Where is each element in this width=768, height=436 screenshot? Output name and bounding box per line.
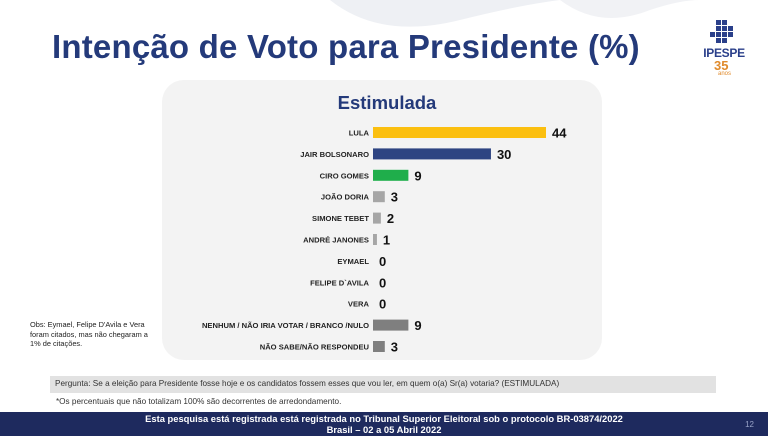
data-label: 0: [379, 254, 386, 269]
rounding-note: *Os percentuais que não totalizam 100% s…: [56, 397, 342, 406]
data-label: 30: [497, 147, 511, 162]
bar: [373, 212, 381, 224]
logo-years-label: anos: [718, 71, 732, 77]
bar: [373, 191, 385, 203]
page-title: Intenção de Voto para Presidente (%): [52, 28, 640, 65]
category-label: NÃO SABE/NÃO RESPONDEU: [260, 343, 370, 352]
bar: [373, 169, 409, 181]
footer-date: Brasil – 02 a 05 Abril 2022: [326, 424, 442, 435]
footer-bar: Esta pesquisa está registrada está regis…: [0, 412, 768, 436]
bar: [373, 148, 491, 160]
data-label: 3: [391, 190, 398, 205]
survey-question: Pergunta: Se a eleição para Presidente f…: [50, 376, 716, 393]
category-label: CIRO GOMES: [320, 171, 369, 180]
category-label: ANDRÉ JANONES: [303, 236, 369, 245]
bar: [373, 127, 546, 138]
bar: [373, 341, 385, 352]
logo-years: 35: [714, 58, 729, 73]
category-label: NENHUM / NÃO IRIA VOTAR / BRANCO /NULO: [202, 321, 369, 330]
data-label: 9: [414, 318, 421, 333]
observation-note: Obs: Eymael, Felipe D'Avila e Vera foram…: [30, 320, 148, 349]
data-label: 0: [379, 297, 386, 312]
chart-panel: [162, 80, 602, 360]
data-label: 9: [414, 168, 421, 183]
bar: [373, 234, 377, 245]
page-number: 12: [745, 420, 754, 429]
category-label: EYMAEL: [337, 257, 369, 266]
category-label: JAIR BOLSONARO: [300, 150, 369, 159]
bar: [373, 319, 409, 331]
data-label: 1: [383, 233, 390, 248]
category-label: VERA: [348, 300, 370, 309]
data-label: 3: [391, 340, 398, 355]
logo-name: IPESPE: [703, 46, 745, 60]
ipespe-logo: IPESPE 35 anos: [696, 16, 752, 78]
data-label: 44: [552, 126, 567, 141]
logo-cube-icon: [710, 20, 733, 43]
category-label: FELIPE D`AVILA: [310, 278, 369, 287]
footer-registration: Esta pesquisa está registrada está regis…: [145, 413, 623, 424]
category-label: SIMONE TEBET: [312, 214, 369, 223]
data-label: 2: [387, 211, 394, 226]
category-label: JOÃO DORIA: [321, 193, 370, 202]
category-label: LULA: [349, 129, 370, 138]
chart-title: Estimulada: [338, 92, 437, 113]
data-label: 0: [379, 275, 386, 290]
